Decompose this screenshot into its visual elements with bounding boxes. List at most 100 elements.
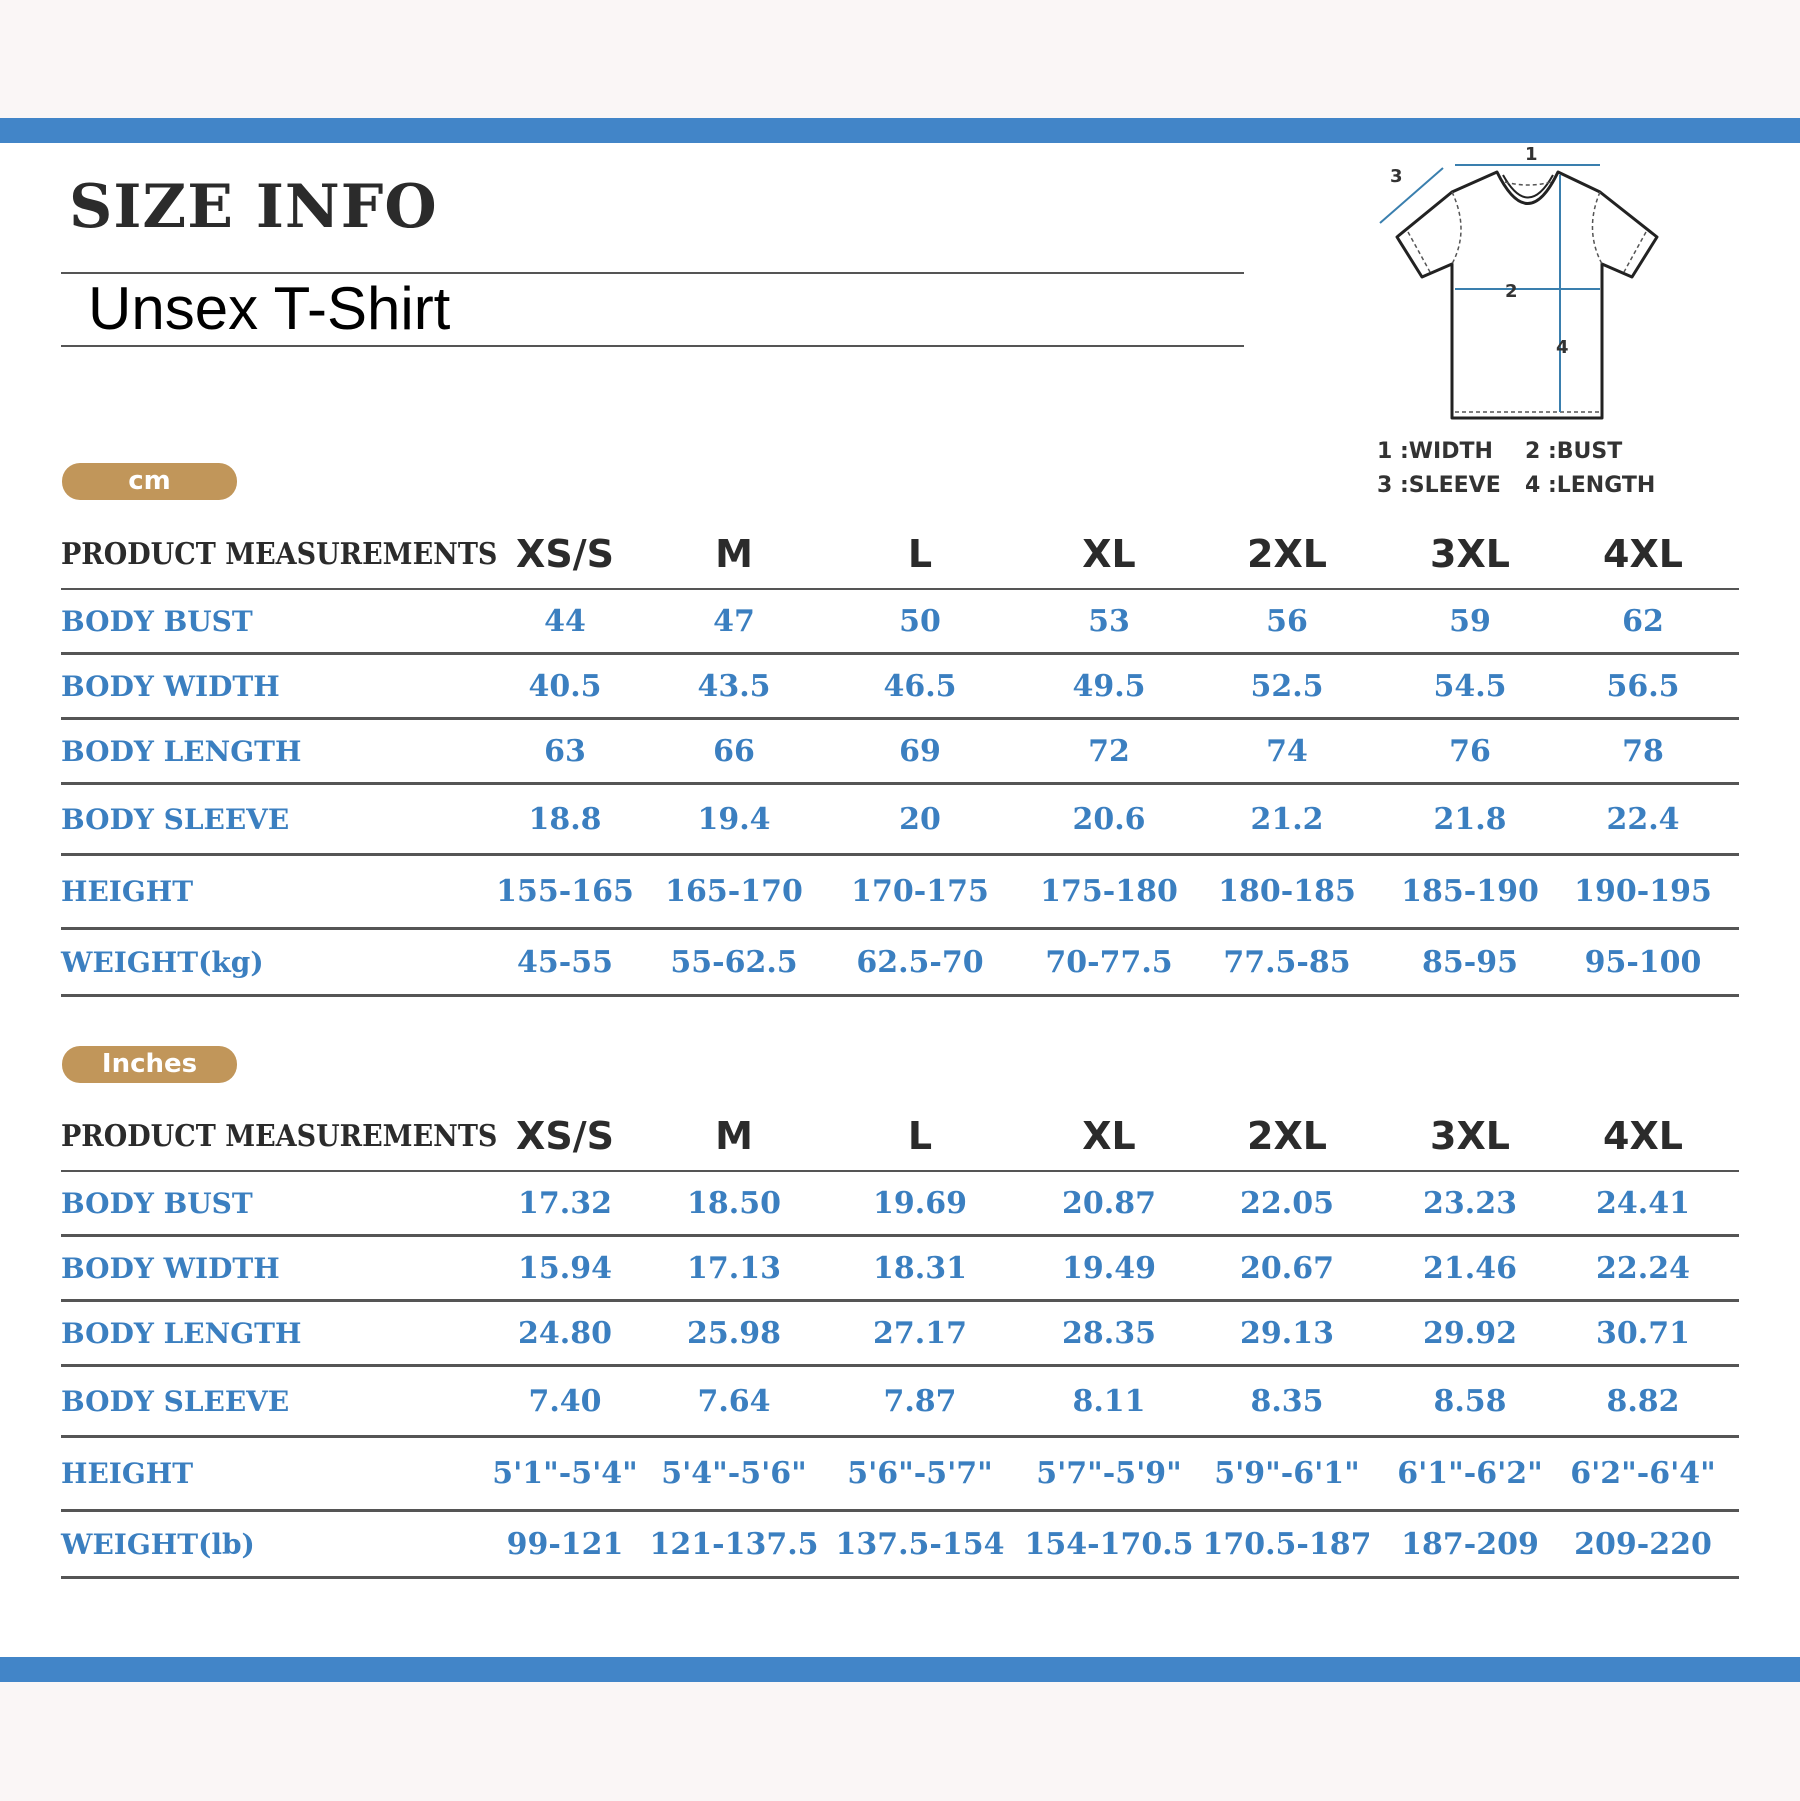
table-row: BODY WIDTH 15.94 17.13 18.31 19.49 20.67 21.46… [61, 1237, 1739, 1302]
measurement-value: 121-137.5 [649, 1526, 819, 1562]
measurement-value: 6'1"-6'2" [1397, 1456, 1543, 1491]
size-header: 3XL [1430, 532, 1510, 576]
measurement-value: 21.2 [1250, 801, 1324, 837]
measurement-value: 99-121 [506, 1526, 624, 1562]
measurement-value: 56 [1266, 603, 1308, 639]
measurement-value: 21.46 [1423, 1250, 1517, 1286]
measurement-value: 7.40 [528, 1383, 602, 1419]
measurement-value: 22.24 [1596, 1250, 1690, 1286]
measurement-value: 44 [544, 603, 586, 639]
measurement-value: 6'2"-6'4" [1570, 1456, 1716, 1491]
measurement-value: 20.87 [1062, 1185, 1156, 1221]
legend-bust: 2 :BUST [1525, 439, 1622, 464]
measurement-value: 209-220 [1574, 1526, 1712, 1562]
measurement-value: 21.8 [1433, 801, 1507, 837]
measurement-value: 47 [713, 603, 755, 639]
measurement-value: 175-180 [1040, 874, 1178, 909]
product-subtitle: Unsex T-Shirt [88, 275, 451, 342]
measurement-value: 62.5-70 [856, 944, 984, 980]
measurement-value: 20.67 [1240, 1250, 1334, 1286]
measurement-value: 20 [899, 801, 941, 837]
measurement-value: 15.94 [518, 1250, 612, 1286]
measurement-value: 69 [899, 733, 941, 769]
row-label: BODY LENGTH [61, 734, 302, 768]
measurement-value: 17.32 [518, 1185, 612, 1221]
measurement-value: 25.98 [687, 1315, 781, 1351]
measurement-value: 24.41 [1596, 1185, 1690, 1221]
table-row: BODY SLEEVE 7.40 7.64 7.87 8.11 8.35 8.58 8.82 [61, 1367, 1739, 1438]
measurement-value: 29.13 [1240, 1315, 1334, 1351]
measurement-value: 5'7"-5'9" [1036, 1456, 1182, 1491]
row-label: HEIGHT [61, 1457, 194, 1490]
measurement-value: 95-100 [1584, 944, 1702, 980]
measurement-value: 137.5-154 [835, 1526, 1005, 1562]
measurement-value: 29.92 [1423, 1315, 1517, 1351]
size-header: XL [1082, 1114, 1136, 1158]
page-background [0, 143, 1800, 1658]
size-header: L [907, 1114, 933, 1158]
measurement-value: 54.5 [1433, 668, 1507, 704]
legend-length: 4 :LENGTH [1525, 473, 1655, 498]
size-header: 2XL [1247, 1114, 1327, 1158]
table-row: BODY LENGTH 63 66 69 72 74 76 78 [61, 720, 1739, 785]
size-header: 4XL [1603, 532, 1683, 576]
measurement-value: 24.80 [518, 1315, 612, 1351]
row-label: BODY SLEEVE [61, 802, 290, 836]
measurement-value: 5'6"-5'7" [847, 1456, 993, 1491]
label-sleeve-number: 3 [1390, 166, 1403, 187]
label-bust-number: 2 [1505, 281, 1518, 302]
measurement-value: 20.6 [1072, 801, 1146, 837]
measurement-value: 7.64 [697, 1383, 771, 1419]
row-label: BODY BUST [61, 604, 253, 638]
measurement-value: 19.69 [873, 1185, 967, 1221]
measurement-value: 23.23 [1423, 1185, 1517, 1221]
size-header: XS/S [516, 532, 614, 576]
measurement-value: 19.4 [697, 801, 771, 837]
measurement-value: 5'9"-6'1" [1214, 1456, 1360, 1491]
measurement-value: 5'4"-5'6" [661, 1456, 807, 1491]
table-row: BODY SLEEVE 18.8 19.4 20 20.6 21.2 21.8 22.4 [61, 785, 1739, 856]
table-row: BODY BUST 44 47 50 53 56 59 62 [61, 590, 1739, 655]
measurement-value: 155-165 [496, 874, 634, 909]
legend-width: 1 :WIDTH [1377, 439, 1493, 464]
size-table-cm: PRODUCT MEASUREMENTS XS/S M L XL 2XL 3XL 4XL BOD… [61, 520, 1739, 997]
measurement-value: 22.05 [1240, 1185, 1334, 1221]
label-length-number: 4 [1556, 337, 1569, 358]
measurement-value: 18.8 [528, 801, 602, 837]
row-label: BODY WIDTH [61, 669, 280, 703]
size-header: XS/S [516, 1114, 614, 1158]
measurement-value: 170-175 [851, 874, 989, 909]
row-label: BODY LENGTH [61, 1316, 302, 1350]
measurement-value: 30.71 [1596, 1315, 1690, 1351]
measurement-value: 53 [1088, 603, 1130, 639]
size-header: L [907, 532, 933, 576]
label-width-number: 1 [1525, 144, 1538, 165]
table-row: BODY LENGTH 24.80 25.98 27.17 28.35 29.13 29.9… [61, 1302, 1739, 1367]
page-title: SIZE INFO [69, 172, 438, 242]
size-header: M [715, 1114, 753, 1158]
measurement-value: 49.5 [1072, 668, 1146, 704]
measurement-value: 66 [713, 733, 755, 769]
tshirt-diagram: 1 2 3 4 1 :WIDTH 2 :BUST 3 :SLEEVE 4 :LE… [1377, 144, 1659, 498]
measurement-value: 74 [1266, 733, 1308, 769]
bottom-accent-bar [0, 1657, 1800, 1682]
measurement-value: 55-62.5 [670, 944, 798, 980]
measurement-value: 40.5 [528, 668, 602, 704]
row-label: BODY SLEEVE [61, 1384, 290, 1418]
measurement-value: 46.5 [883, 668, 957, 704]
measurement-value: 165-170 [665, 874, 803, 909]
measurement-value: 72 [1088, 733, 1130, 769]
row-label: BODY BUST [61, 1186, 253, 1220]
measurement-value: 70-77.5 [1045, 944, 1173, 980]
measurement-value: 27.17 [873, 1315, 967, 1351]
measurement-value: 28.35 [1062, 1315, 1156, 1351]
measurement-value: 8.58 [1433, 1383, 1507, 1419]
measurement-value: 18.31 [873, 1250, 967, 1286]
size-header: XL [1082, 532, 1136, 576]
tshirt-outline [1395, 170, 1659, 420]
table-row: HEIGHT 155-165 165-170 170-175 175-180 180-18… [61, 856, 1739, 930]
row-label: HEIGHT [61, 875, 194, 908]
row-label: WEIGHT(kg) [61, 945, 264, 979]
measurement-value: 63 [544, 733, 586, 769]
measurement-value: 45-55 [517, 944, 613, 980]
